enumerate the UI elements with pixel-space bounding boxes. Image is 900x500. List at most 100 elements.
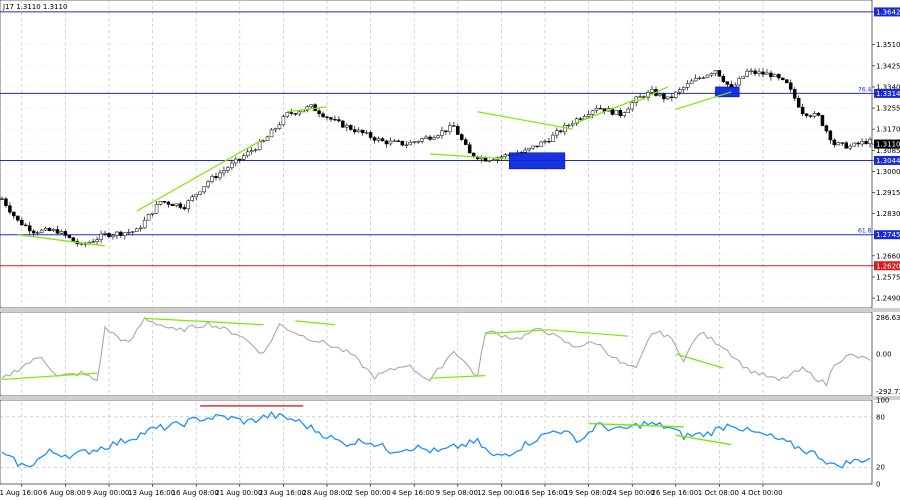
- price-tag: [874, 139, 900, 149]
- candle: [412, 141, 416, 145]
- time-tick-label: 23 Aug 16:00: [259, 489, 306, 497]
- candle-body: [24, 224, 28, 227]
- candle: [535, 145, 539, 149]
- candle: [364, 130, 369, 135]
- candle: [222, 166, 226, 177]
- candle: [170, 203, 175, 206]
- candle-body: [337, 119, 341, 122]
- candle: [337, 116, 341, 123]
- candle-body: [134, 228, 139, 232]
- candle-body: [848, 145, 852, 149]
- candle: [341, 120, 345, 128]
- candle-body: [55, 229, 60, 234]
- candle-body: [693, 78, 698, 82]
- cci-divergence-line: [295, 320, 335, 326]
- candle-body: [261, 140, 266, 143]
- candle-body: [202, 186, 206, 193]
- time-tick-label: 12 Sep 00:00: [477, 489, 524, 497]
- candle: [551, 132, 555, 143]
- candle: [773, 73, 777, 77]
- candle-body: [349, 125, 353, 130]
- candle: [555, 127, 559, 139]
- cci-line: [1, 316, 871, 388]
- candle-body: [860, 141, 864, 145]
- candle: [567, 123, 571, 129]
- rsi-marker-line: [675, 434, 732, 446]
- candle-body: [788, 82, 793, 90]
- candle: [352, 125, 357, 135]
- candle-body: [773, 74, 777, 77]
- candle: [8, 202, 12, 215]
- candle: [670, 93, 674, 102]
- candle-body: [622, 112, 627, 117]
- candle-body: [725, 81, 730, 85]
- price-tag: [874, 155, 900, 165]
- candle-body: [717, 70, 722, 77]
- candle: [856, 141, 860, 148]
- candle: [111, 233, 115, 240]
- candle-body: [214, 176, 218, 179]
- candle-body: [432, 137, 436, 140]
- candle-body: [844, 142, 848, 149]
- candle: [824, 124, 829, 134]
- time-tick-label: 24 Sep 00:00: [608, 489, 655, 497]
- candle: [293, 112, 298, 116]
- candle-body: [836, 142, 841, 146]
- price-tag: [874, 7, 900, 17]
- candle-body: [800, 106, 805, 115]
- price-tick-label: 1.3255: [876, 105, 900, 113]
- rsi-panel: [0, 405, 872, 469]
- candle: [131, 231, 135, 236]
- candle-body: [39, 229, 44, 233]
- candle: [800, 103, 805, 117]
- candle: [479, 155, 484, 163]
- candle-body: [570, 123, 575, 126]
- highlight-box: [715, 86, 740, 98]
- candle-body: [238, 158, 242, 161]
- candle-body: [400, 140, 405, 146]
- candle: [4, 197, 8, 208]
- candle: [404, 141, 409, 149]
- candle: [674, 91, 678, 99]
- candle: [828, 130, 833, 144]
- candle: [820, 114, 825, 127]
- price-tag-label: 1.3642: [876, 8, 900, 16]
- candle: [55, 225, 60, 235]
- candle: [198, 191, 202, 196]
- candle: [796, 95, 801, 108]
- candle-body: [158, 200, 163, 205]
- candle: [868, 136, 872, 148]
- cci-tick-label: 286.6354: [876, 314, 900, 322]
- candle: [392, 139, 397, 142]
- candle-body: [107, 233, 111, 238]
- candle: [709, 72, 714, 78]
- candle-body: [574, 118, 579, 124]
- time-tick-label: 6 Aug 08:00: [43, 489, 86, 497]
- candle-body: [16, 215, 20, 221]
- candle-body: [127, 231, 131, 234]
- candle-body: [352, 129, 357, 133]
- candle-body: [856, 142, 860, 145]
- candle-body: [745, 71, 749, 77]
- candle-body: [297, 111, 302, 115]
- candle: [777, 73, 781, 81]
- candle: [138, 225, 143, 232]
- panel-separator: [0, 308, 900, 312]
- candle: [12, 211, 16, 220]
- candle: [71, 237, 76, 242]
- candle-body: [51, 229, 56, 231]
- candle-body: [559, 130, 563, 133]
- time-tick-label: 16 Sep 16:00: [521, 489, 568, 497]
- candle-body: [757, 71, 761, 74]
- candle-body: [630, 102, 634, 110]
- candle-body: [345, 125, 349, 128]
- price-tick-label: 1.2915: [876, 189, 900, 197]
- candle-body: [119, 231, 123, 236]
- candle: [456, 123, 460, 135]
- candle: [693, 74, 698, 82]
- time-tick-label: 9 Aug 00:00: [87, 489, 130, 497]
- candle: [444, 130, 448, 136]
- candle-body: [99, 233, 103, 240]
- candle-body: [444, 130, 448, 133]
- candle-body: [467, 144, 472, 154]
